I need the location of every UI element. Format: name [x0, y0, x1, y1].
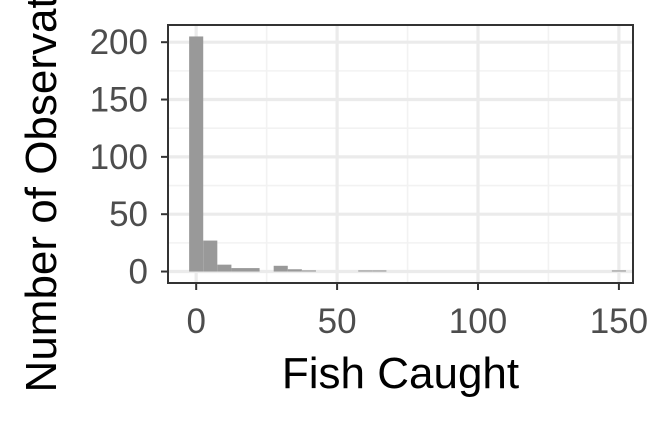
histogram-bar: [189, 36, 204, 272]
histogram-bar: [287, 269, 302, 272]
histogram-bar: [611, 270, 626, 272]
x-tick-label: 0: [186, 302, 205, 341]
y-tick-label: 100: [90, 138, 148, 177]
histogram-bar: [372, 270, 387, 272]
x-tick-label: 150: [590, 302, 648, 341]
plot-panel-border: [167, 24, 634, 284]
axis-ticks-layer: 0 50 100 150 0 50 100 150 200: [90, 23, 649, 341]
grid-layer: [168, 25, 633, 283]
histogram-bar: [217, 264, 232, 272]
y-tick-label: 0: [129, 253, 148, 292]
y-tick-label: 50: [109, 195, 148, 234]
bars-layer: [189, 36, 626, 272]
histogram-bar: [231, 268, 246, 272]
x-tick-label: 50: [318, 302, 357, 341]
y-tick-label: 150: [90, 81, 148, 120]
histogram-bar: [358, 270, 373, 272]
histogram-bar: [273, 265, 288, 272]
x-tick-label: 100: [449, 302, 507, 341]
histogram-bar: [245, 268, 260, 272]
x-axis-title: Fish Caught: [282, 349, 519, 398]
histogram-bar: [301, 270, 316, 272]
y-tick-label: 200: [90, 23, 148, 62]
y-axis-title: Number of Observations: [17, 0, 66, 392]
histogram-bar: [203, 240, 218, 272]
